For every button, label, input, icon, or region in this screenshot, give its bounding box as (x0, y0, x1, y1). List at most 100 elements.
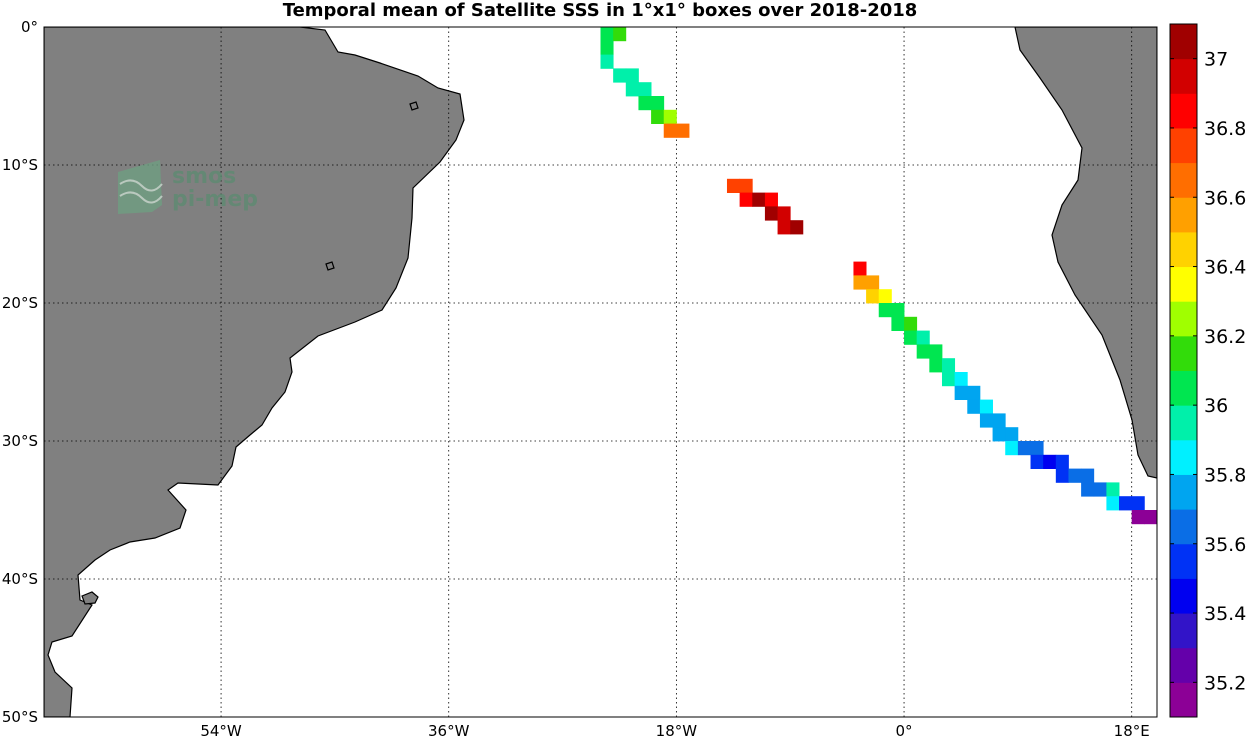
coastal-island (325, 261, 335, 271)
latitude-axis: 0° 10°S 20°S 30°S 40°S 50°S (2, 18, 38, 726)
sss-cell (638, 82, 652, 97)
sss-cell (979, 413, 993, 428)
map-panel (43, 26, 1158, 718)
sss-cell (878, 289, 892, 304)
colorbar-swatch (1170, 439, 1197, 475)
sss-cell (891, 303, 905, 318)
sss-cell (663, 109, 677, 124)
sss-cell (739, 192, 753, 207)
colorbar: 35.2 35.4 35.6 35.8 36 36.2 36.4 36.6 36.8 37 (1169, 23, 1246, 718)
sss-cell (929, 344, 943, 359)
colorbar-swatch (1170, 647, 1197, 683)
sss-cell (1106, 496, 1120, 511)
sss-cell (764, 192, 778, 207)
colorbar-swatch (1170, 58, 1197, 94)
sss-cell (954, 385, 968, 400)
smos-pi-mep-logo: smos pi-mep (118, 160, 258, 214)
sss-cell (739, 178, 753, 193)
sss-cell (1043, 454, 1057, 469)
logo-wave-mark (118, 160, 162, 214)
sss-cell (941, 358, 956, 373)
colorbar-swatch (1170, 127, 1197, 164)
sss-cell (916, 330, 930, 345)
colorbar-tick-label: 35.6 (1204, 534, 1246, 556)
sss-cell (1081, 482, 1095, 497)
sss-cell (1131, 496, 1145, 511)
sss-cell (853, 275, 867, 290)
longitude-axis: 54°W 36°W 18°W 0° 18°E (200, 722, 1149, 738)
colorbar-swatch (1170, 613, 1197, 649)
colorbar-swatch (1170, 405, 1197, 441)
sss-cell (1119, 496, 1133, 511)
graticule (44, 27, 1157, 717)
colorbar-swatch (1170, 682, 1197, 718)
sss-cell (1030, 441, 1044, 456)
colorbar-tick-label: 35.4 (1204, 603, 1246, 625)
africa-landmass (1014, 27, 1157, 479)
sss-cell (613, 27, 627, 42)
colorbar-swatch (1170, 474, 1197, 510)
colorbar-swatch (1170, 335, 1197, 371)
sss-cell (1144, 510, 1158, 525)
sss-cell (777, 220, 791, 235)
colorbar-swatch (1170, 93, 1197, 129)
sss-cell (916, 344, 930, 359)
sss-cell (1106, 482, 1120, 497)
sss-cell (676, 123, 690, 138)
lat-tick-label: 0° (21, 18, 38, 36)
sss-cell (1005, 427, 1019, 442)
colorbar-swatch (1170, 301, 1197, 337)
lat-tick-label: 50°S (2, 708, 38, 726)
sss-cell (1068, 468, 1082, 483)
lon-tick-label: 54°W (200, 722, 242, 738)
sss-cell (790, 220, 804, 235)
sss-cell (600, 54, 614, 69)
sss-cell (1093, 482, 1107, 497)
lat-tick-label: 10°S (2, 156, 38, 174)
sss-cell (992, 413, 1006, 428)
lon-tick-label: 36°W (428, 722, 470, 738)
colorbar-swatch (1170, 231, 1197, 268)
sss-cell (853, 261, 867, 276)
falkland-islands (81, 591, 99, 605)
sss-cell (752, 192, 766, 207)
sss-cell (1131, 510, 1145, 525)
sss-cell (866, 289, 880, 304)
sss-cell (967, 385, 981, 400)
sss-cell (866, 275, 880, 290)
colorbar-swatch (1170, 509, 1197, 545)
colorbar-swatch (1170, 197, 1197, 233)
sss-cell (726, 178, 741, 193)
colorbar-tick-label: 37 (1204, 49, 1228, 71)
sss-cell (663, 123, 677, 138)
sss-cell (1030, 454, 1044, 469)
colorbar-tick-label: 35.8 (1204, 464, 1246, 486)
colorbar-tick-label: 36.8 (1204, 118, 1246, 140)
sss-cell (979, 399, 993, 414)
colorbar-tick-label: 36.6 (1204, 187, 1246, 209)
sss-cell (992, 427, 1006, 442)
sss-cell (638, 96, 652, 111)
sss-cell (1081, 468, 1095, 483)
lat-tick-label: 30°S (2, 432, 38, 450)
sss-cell (651, 96, 665, 111)
sss-cell (904, 330, 918, 345)
sss-cell (651, 109, 665, 124)
colorbar-swatch (1170, 266, 1197, 302)
coastal-island (409, 101, 419, 111)
colorbar-swatch (1170, 370, 1197, 406)
sss-cells (600, 27, 1158, 525)
sss-cell (1055, 468, 1069, 483)
lon-tick-label: 0° (896, 722, 913, 738)
map-frame (43, 26, 1158, 718)
sss-cell (954, 372, 968, 387)
sss-cell (600, 27, 614, 42)
colorbar-tick-label: 36.4 (1204, 257, 1246, 279)
sss-cell (777, 206, 791, 221)
sss-cell (941, 372, 956, 387)
sss-cell (600, 40, 614, 55)
sss-cell (891, 316, 905, 331)
sss-cell (625, 82, 639, 97)
logo-line1: smos (172, 164, 236, 189)
sss-cell (967, 399, 981, 414)
